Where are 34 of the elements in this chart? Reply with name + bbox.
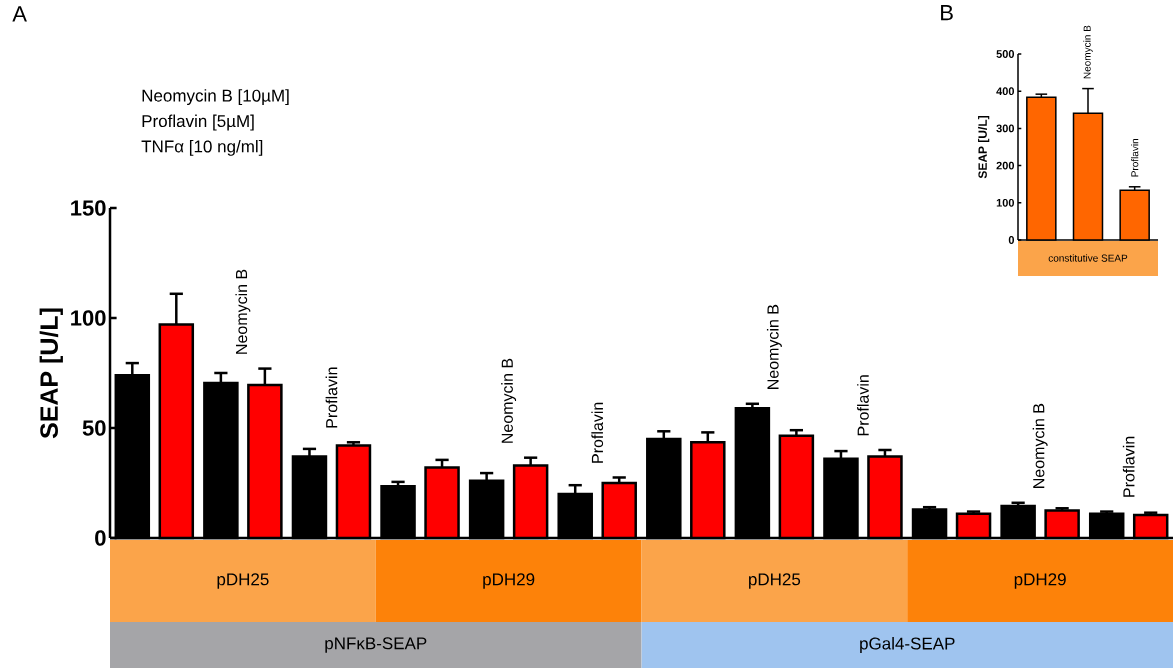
y-tick-label: 200 xyxy=(996,161,1015,170)
x-tick-label: Proflavin xyxy=(857,375,869,436)
text: pDH25 xyxy=(749,573,801,589)
x-tick-label: Proflavin xyxy=(1131,139,1139,177)
y-tick-label: 400 xyxy=(996,87,1015,96)
x-tick-label: Neomycin B xyxy=(1032,403,1048,488)
chart-title: B xyxy=(941,5,953,21)
y-axis-title: SEAP [U/L] xyxy=(978,116,990,179)
y-tick-label: 0 xyxy=(1008,236,1015,244)
x-tick-label: Proflavin xyxy=(591,402,604,463)
x-tick-label: Proflavin xyxy=(325,367,338,428)
y-tick-label: 500 xyxy=(996,50,1015,58)
x-tick-label: Neomycin B xyxy=(235,269,251,354)
x-tick-label: Proflavin xyxy=(1122,436,1135,497)
x-tick-label: Neomycin B xyxy=(1083,25,1093,79)
annotation: constitutive SEAP xyxy=(1048,254,1128,262)
y-tick-label: 50 xyxy=(82,420,106,436)
text: pDH29 xyxy=(483,573,535,589)
text: Neomycin B [10µM] xyxy=(142,89,289,106)
x-tick-label: Neomycin B xyxy=(501,358,517,443)
text: pNFκB-SEAP xyxy=(325,637,427,653)
text: pDH25 xyxy=(217,573,269,589)
y-tick-label: 100 xyxy=(71,310,106,326)
x-tick-label: Neomycin B xyxy=(766,304,782,389)
text: TNFα [10 ng/ml] xyxy=(141,140,263,156)
y-tick-label: 150 xyxy=(71,200,106,216)
text: pDH29 xyxy=(1014,573,1066,589)
y-tick-label: 300 xyxy=(996,124,1015,133)
y-axis-title: SEAP [U/L] xyxy=(39,308,63,439)
text: Proflavin [5µM] xyxy=(142,114,254,131)
chart-title: A xyxy=(12,6,27,22)
y-tick-label: 0 xyxy=(95,530,106,546)
y-tick-label: 100 xyxy=(996,198,1015,207)
text: pGal4-SEAP xyxy=(860,637,955,653)
